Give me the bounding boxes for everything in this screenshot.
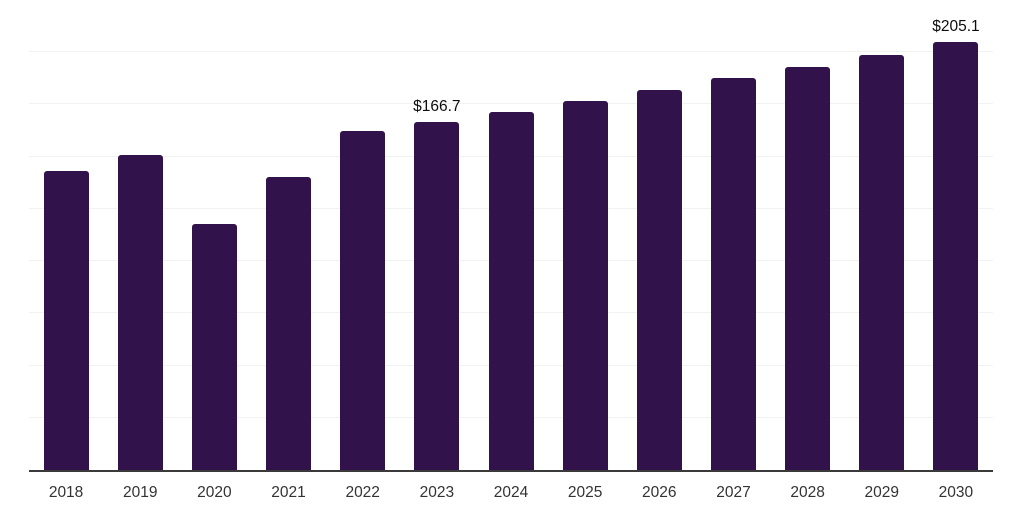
bar-2024 [488,111,534,470]
data-label-2030: $205.1 [932,18,980,36]
gridline-200 [29,51,993,53]
bar-2026 [636,90,682,470]
bar-2028 [785,67,831,470]
bar-2029 [859,54,905,470]
x-axis-label-2022: 2022 [345,484,380,501]
x-axis-label-2018: 2018 [48,484,84,501]
x-axis-label-2019: 2019 [122,484,158,501]
x-axis-tick-labels: 2018 2019 2020 2021 2022 2023 2024 2025 2026 2027… [29,484,993,504]
bar-2030 [933,41,979,470]
x-axis-line [29,470,993,472]
x-axis-label-2030: 2030 [938,484,974,501]
bar-2018 [43,171,89,470]
bar-2019 [117,155,163,470]
x-axis-label-2026: 2026 [642,484,677,501]
x-axis-label-2027: 2027 [716,484,751,501]
data-label-2023: $166.7 [413,98,461,116]
x-axis-label-2028: 2028 [790,484,825,501]
x-axis-label-2021: 2021 [271,484,306,501]
bar-2020 [191,223,237,470]
bar-2025 [562,101,608,470]
bar-2023 [414,121,460,470]
bar-2021 [266,176,312,470]
x-axis-label-2029: 2029 [864,484,900,501]
x-axis-label-2020: 2020 [197,484,232,501]
bar-2027 [710,78,756,470]
bar-2022 [340,130,386,470]
x-axis-label-2023: 2023 [419,484,455,501]
plot-area: $166.7 $205.1 [29,0,993,470]
gridline-175 [29,103,993,105]
x-axis-label-2025: 2025 [567,484,603,501]
x-axis-label-2024: 2024 [493,484,529,501]
